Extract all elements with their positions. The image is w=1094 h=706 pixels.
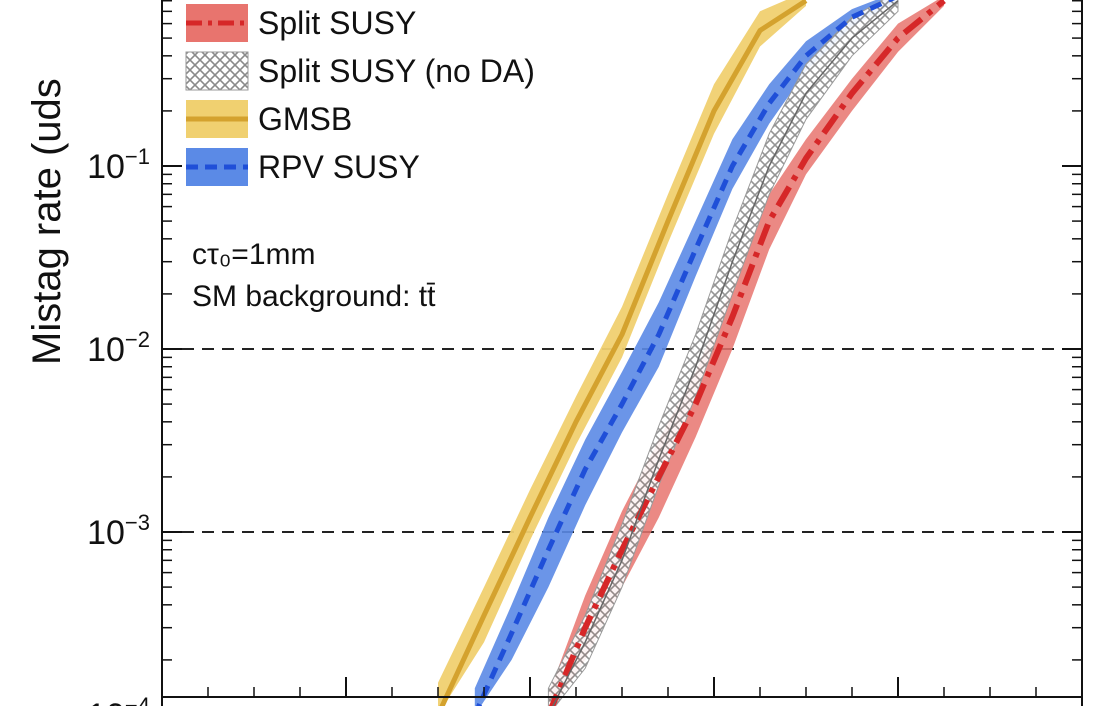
legend-entry-split-susy: Split SUSY [186, 4, 416, 42]
legend-label-split-susy: Split SUSY [258, 5, 416, 41]
legend: Split SUSY Split SUSY (no DA) GMSB RPV S… [185, 4, 535, 186]
band-gmsb [438, 0, 806, 706]
band-split-susy-no-da- [547, 0, 899, 706]
legend-entry-gmsb: GMSB [186, 100, 352, 138]
plot-area [438, 0, 946, 706]
line-split-susy-no-da- [552, 0, 899, 706]
legend-swatch-hatch [185, 51, 249, 91]
legend-label-split-susy-no-da: Split SUSY (no DA) [258, 53, 535, 89]
legend-entry-rpv-susy: RPV SUSY [186, 148, 420, 186]
y-tick-label-0: 10−1 [87, 144, 150, 186]
legend-entry-split-susy-no-da: Split SUSY (no DA) [185, 51, 535, 91]
legend-label-gmsb: GMSB [258, 101, 352, 137]
band-split-susy [548, 0, 944, 706]
y-tick-label-2: 10−3 [87, 510, 150, 552]
y-tick-label-3: 10−4 [87, 693, 150, 706]
line-split-susy [548, 0, 946, 706]
y-tick-label-1: 10−2 [87, 327, 150, 369]
y-axis-label: Mistag rate (uds [25, 78, 69, 365]
y-tick-labels: 10−1 10−2 10−3 10−4 [87, 144, 150, 706]
annotation-lifetime: cτ₀=1mm [192, 238, 316, 271]
line-rpv-susy [476, 0, 896, 706]
line-gmsb [439, 0, 808, 706]
band-rpv-susy [474, 0, 898, 706]
annotation-background: SM background: tt̄ [192, 280, 436, 313]
legend-label-rpv-susy: RPV SUSY [258, 149, 420, 185]
axis-ticks [161, 0, 1083, 697]
